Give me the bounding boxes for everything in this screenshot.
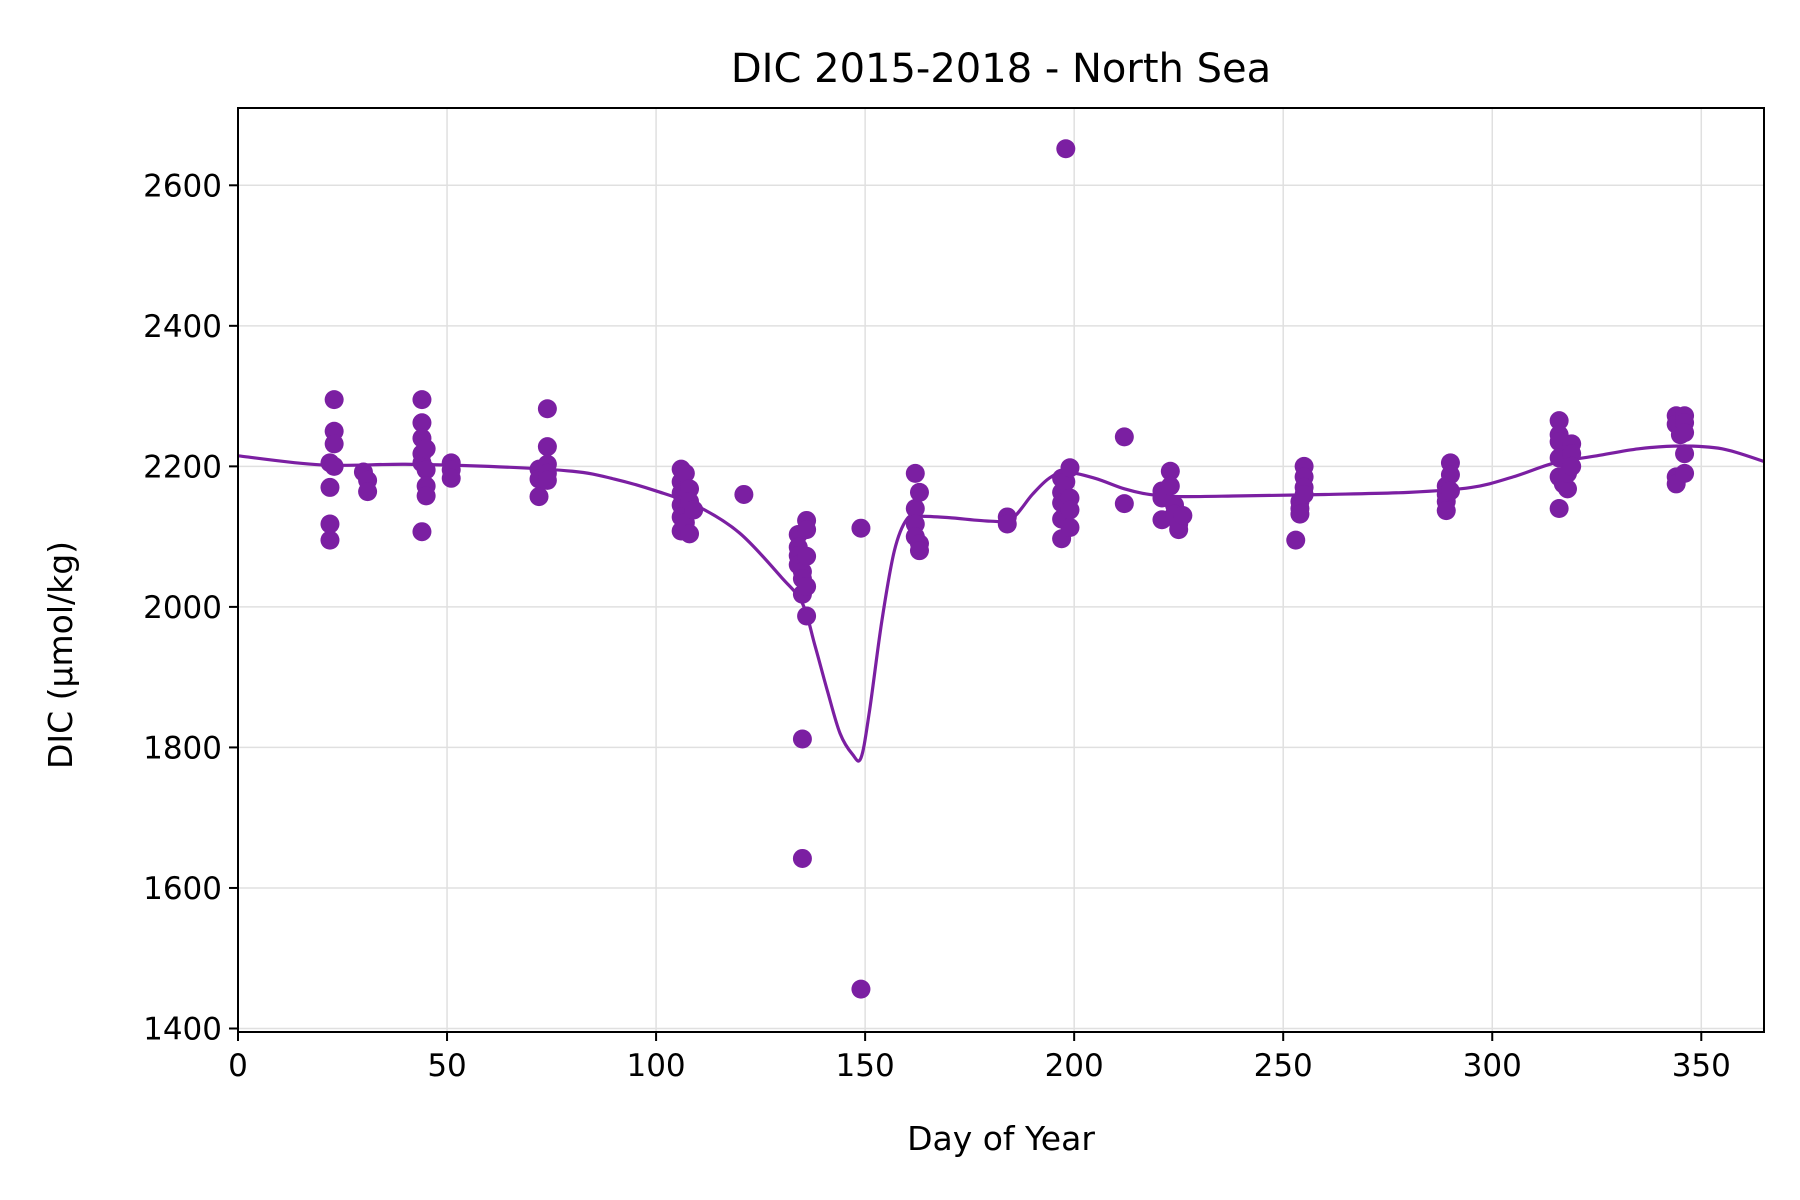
- data-point: [358, 482, 378, 502]
- data-point: [1440, 481, 1460, 501]
- data-point: [797, 546, 817, 566]
- y-tick-label: 1800: [143, 730, 222, 766]
- data-point: [1160, 476, 1180, 496]
- data-point: [1160, 461, 1180, 481]
- points-layer: [320, 139, 1695, 999]
- data-point: [1286, 530, 1306, 550]
- data-point: [412, 522, 432, 542]
- x-tick-label: 350: [1672, 1048, 1731, 1084]
- data-point: [734, 484, 754, 504]
- y-tick-label: 1400: [143, 1011, 222, 1047]
- data-point: [324, 434, 344, 454]
- y-axis-title: DIC (µmol/kg): [41, 541, 80, 769]
- data-point: [1549, 411, 1569, 431]
- data-point: [851, 518, 871, 538]
- x-tick-label: 200: [1045, 1048, 1104, 1084]
- data-point: [1294, 484, 1314, 504]
- data-point: [441, 468, 461, 488]
- data-point: [1675, 444, 1695, 464]
- plot-frame: [237, 107, 1765, 1033]
- data-point: [320, 530, 340, 550]
- data-point: [416, 460, 436, 480]
- x-tick-label: 250: [1254, 1048, 1313, 1084]
- x-tick-label: 150: [836, 1048, 895, 1084]
- data-point: [1558, 479, 1578, 499]
- data-point: [1549, 499, 1569, 519]
- y-tick-label: 2200: [143, 449, 222, 485]
- data-point: [324, 456, 344, 476]
- data-point: [1675, 463, 1695, 483]
- x-tick-label: 0: [228, 1048, 248, 1084]
- x-tick-label: 100: [626, 1048, 685, 1084]
- data-point: [851, 979, 871, 999]
- data-point: [1173, 506, 1193, 526]
- data-point: [792, 729, 812, 749]
- y-axis-ticks: 1400 1600 1800 2000 2200 2400 2600: [143, 168, 238, 1047]
- data-point: [1114, 427, 1134, 447]
- y-tick-label: 2600: [143, 168, 222, 204]
- data-point: [1436, 501, 1456, 521]
- y-tick-label: 1600: [143, 871, 222, 907]
- fit-line: [238, 444, 1764, 763]
- data-point: [529, 487, 549, 507]
- data-point: [1562, 456, 1582, 476]
- data-point: [320, 477, 340, 497]
- chart-title: DIC 2015-2018 - North Sea: [731, 46, 1271, 92]
- x-axis-title: Day of Year: [907, 1119, 1095, 1158]
- data-point: [1290, 504, 1310, 524]
- data-point: [675, 463, 695, 483]
- data-point: [412, 390, 432, 410]
- data-point: [797, 606, 817, 626]
- data-point: [1056, 139, 1076, 159]
- fit-line-layer: [238, 444, 1764, 763]
- data-point: [1675, 423, 1695, 443]
- data-point: [909, 482, 929, 502]
- y-tick-label: 2000: [143, 590, 222, 626]
- data-point: [905, 463, 925, 483]
- grid: [237, 108, 1764, 1032]
- data-point: [324, 390, 344, 410]
- data-point: [1440, 465, 1460, 485]
- x-axis-ticks: 0 50 100 150 200 250 300 350: [228, 1032, 1731, 1084]
- data-point: [997, 514, 1017, 534]
- data-point: [1114, 494, 1134, 514]
- data-point: [537, 399, 557, 419]
- data-point: [684, 500, 704, 520]
- x-tick-label: 50: [427, 1048, 466, 1084]
- data-point: [416, 439, 436, 459]
- data-point: [412, 413, 432, 433]
- data-point: [537, 437, 557, 457]
- y-tick-label: 2400: [143, 309, 222, 345]
- data-point: [416, 486, 436, 506]
- data-point: [1060, 458, 1080, 478]
- data-point: [537, 470, 557, 490]
- data-point: [797, 520, 817, 540]
- data-point: [1060, 500, 1080, 520]
- x-tick-label: 300: [1463, 1048, 1522, 1084]
- data-point: [905, 499, 925, 519]
- data-point: [792, 848, 812, 868]
- data-point: [320, 514, 340, 534]
- data-point: [797, 577, 817, 597]
- data-point: [680, 524, 700, 544]
- data-point: [1060, 517, 1080, 537]
- data-point: [909, 541, 929, 561]
